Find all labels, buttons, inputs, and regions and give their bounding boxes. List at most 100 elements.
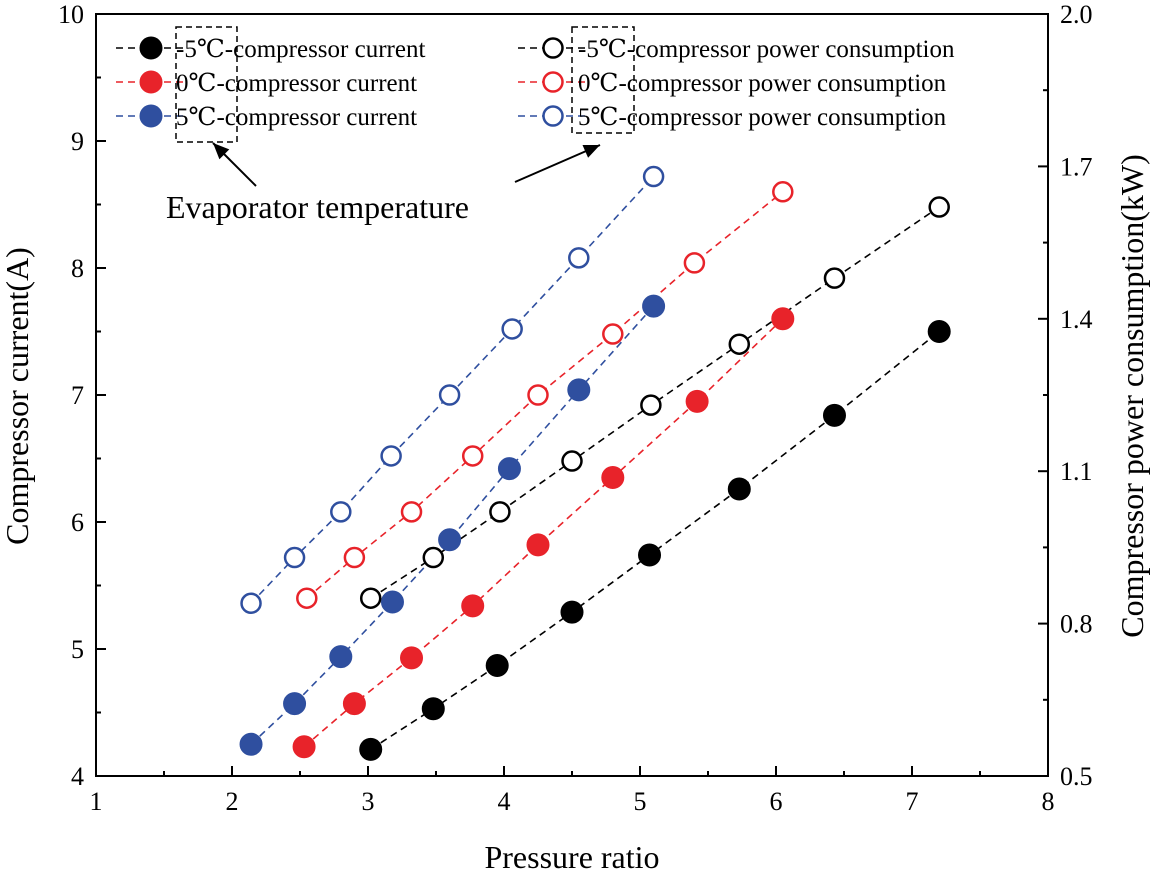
annotation-box-right xyxy=(571,26,635,134)
y2-tick-label: 0.5 xyxy=(1060,762,1093,791)
data-point xyxy=(359,587,382,609)
data-point xyxy=(527,384,549,406)
y-tick-label: 5 xyxy=(71,635,84,664)
annotation-box-left xyxy=(175,26,238,143)
data-point xyxy=(601,466,625,490)
data-point xyxy=(422,546,445,569)
data-point xyxy=(329,645,353,669)
annotation-arrow-right-head xyxy=(582,145,600,158)
legend-marker xyxy=(139,70,163,94)
data-point xyxy=(489,501,511,523)
legend-label: 5℃-compressor power consumption xyxy=(578,104,947,131)
data-point xyxy=(727,477,751,501)
y-tick-label: 10 xyxy=(58,0,84,29)
y2-tick-label: 1.7 xyxy=(1060,152,1093,181)
legend-marker xyxy=(542,71,564,93)
data-point xyxy=(342,692,366,716)
data-point xyxy=(380,590,404,614)
legend-label: 5℃-compressor current xyxy=(176,104,417,131)
y-tick-label: 8 xyxy=(71,254,84,283)
data-point xyxy=(683,252,706,274)
legend-marker xyxy=(139,36,163,60)
data-point xyxy=(640,394,662,416)
legend-label: -5℃-compressor current xyxy=(176,36,425,63)
data-point xyxy=(685,389,709,413)
series-line-1 xyxy=(303,318,784,748)
y-tick-label: 7 xyxy=(71,381,84,410)
x-tick-label: 7 xyxy=(906,787,919,816)
data-point xyxy=(461,445,484,467)
data-point xyxy=(728,333,751,355)
annotation: Evaporator temperature xyxy=(166,26,635,225)
data-point xyxy=(461,594,485,618)
series-line-0 xyxy=(370,330,940,750)
data-point xyxy=(438,528,462,552)
data-point xyxy=(642,165,665,188)
x-tick-label: 8 xyxy=(1042,787,1055,816)
data-point xyxy=(928,196,950,218)
data-point xyxy=(638,543,662,567)
x-tick-label: 5 xyxy=(634,787,647,816)
x-tick-label: 6 xyxy=(770,787,783,816)
y-axis-title: Compressor current(A) xyxy=(0,247,35,545)
x-tick-label: 1 xyxy=(90,787,103,816)
data-point xyxy=(239,732,263,756)
legend: -5℃-compressor current 0℃-compressor curr… xyxy=(116,36,955,131)
data-point xyxy=(330,501,352,523)
legend-label: 0℃-compressor power consumption xyxy=(578,70,947,97)
data-point xyxy=(283,692,307,716)
legend-marker xyxy=(542,37,564,59)
legend-marker xyxy=(542,105,564,127)
data-point xyxy=(296,587,318,609)
data-point xyxy=(283,546,306,569)
data-point xyxy=(823,267,846,289)
data-point xyxy=(240,592,262,615)
series-lines xyxy=(250,176,940,750)
data-point xyxy=(927,320,951,343)
data-point xyxy=(421,697,445,721)
y2-tick-label: 1.1 xyxy=(1060,457,1093,486)
series-line-2 xyxy=(250,305,655,745)
y-tick-label: 6 xyxy=(71,508,84,537)
data-point xyxy=(343,546,366,569)
data-point xyxy=(485,654,509,678)
data-point xyxy=(380,445,402,467)
data-point xyxy=(560,600,584,624)
data-point xyxy=(568,247,590,269)
data-point xyxy=(501,318,523,340)
legend-label: 0℃-compressor current xyxy=(176,70,417,97)
series-line-4 xyxy=(306,191,784,599)
y-tick-label: 4 xyxy=(71,762,84,791)
data-point xyxy=(497,457,521,481)
data-point xyxy=(400,646,424,670)
data-point xyxy=(526,533,550,557)
legend-label: -5℃-compressor power consumption xyxy=(578,36,955,63)
axis-ticks: 1 2 3 4 5 6 7 8 4 5 6 7 8 9 10 0.5 0.8 1.1 1.4 1.7 2.0 xyxy=(58,0,1093,816)
y2-tick-label: 1.4 xyxy=(1060,305,1093,334)
annotation-label: Evaporator temperature xyxy=(166,189,469,225)
data-point xyxy=(438,384,461,406)
data-point xyxy=(772,181,794,203)
data-point xyxy=(567,378,591,402)
legend-marker xyxy=(139,104,163,128)
annotation-arrow-left-head xyxy=(213,143,230,160)
data-point xyxy=(602,323,624,345)
y2-tick-label: 0.8 xyxy=(1060,610,1093,639)
data-point xyxy=(561,450,583,472)
data-point xyxy=(771,307,795,331)
data-point xyxy=(822,403,846,427)
data-point xyxy=(642,294,666,318)
data-point xyxy=(292,735,316,759)
data-point xyxy=(359,737,383,761)
series-line-5 xyxy=(250,176,655,604)
y2-tick-label: 2.0 xyxy=(1060,0,1093,29)
x-axis-title: Pressure ratio xyxy=(484,839,659,875)
y2-axis-title: Compressor power consumption(kW) xyxy=(1114,154,1150,637)
x-tick-label: 2 xyxy=(226,787,239,816)
series-points xyxy=(239,165,951,761)
x-tick-label: 3 xyxy=(362,787,375,816)
data-point xyxy=(400,501,423,523)
y-tick-label: 9 xyxy=(71,127,84,156)
x-tick-label: 4 xyxy=(498,787,511,816)
